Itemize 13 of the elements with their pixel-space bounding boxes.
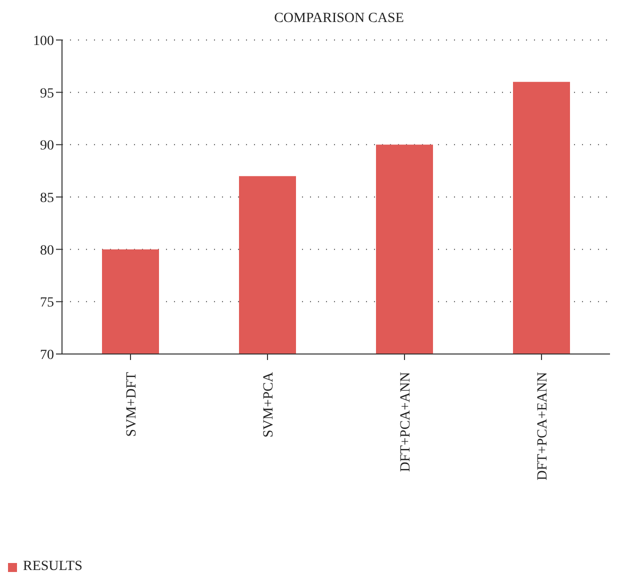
- x-tick-label: SVM+DFT: [124, 372, 140, 437]
- x-tick-label: SVM+PCA: [262, 371, 276, 438]
- y-tick-label: 70: [40, 348, 54, 363]
- legend-label: RESULTS: [22, 559, 82, 575]
- y-tick-label: 95: [40, 86, 54, 102]
- x-tick-label: DFT+PCA+ANN: [398, 372, 414, 472]
- y-tick-label: 80: [40, 243, 54, 258]
- chart-title: COMPARISON CASE: [273, 10, 405, 28]
- x-tick-label: DFT+PCA+EANN: [536, 372, 550, 480]
- y-tick-label: 75: [40, 296, 54, 311]
- y-tick-label: 85: [40, 190, 54, 206]
- y-tick-label: 100: [33, 34, 54, 49]
- y-tick-label: 90: [40, 138, 54, 154]
